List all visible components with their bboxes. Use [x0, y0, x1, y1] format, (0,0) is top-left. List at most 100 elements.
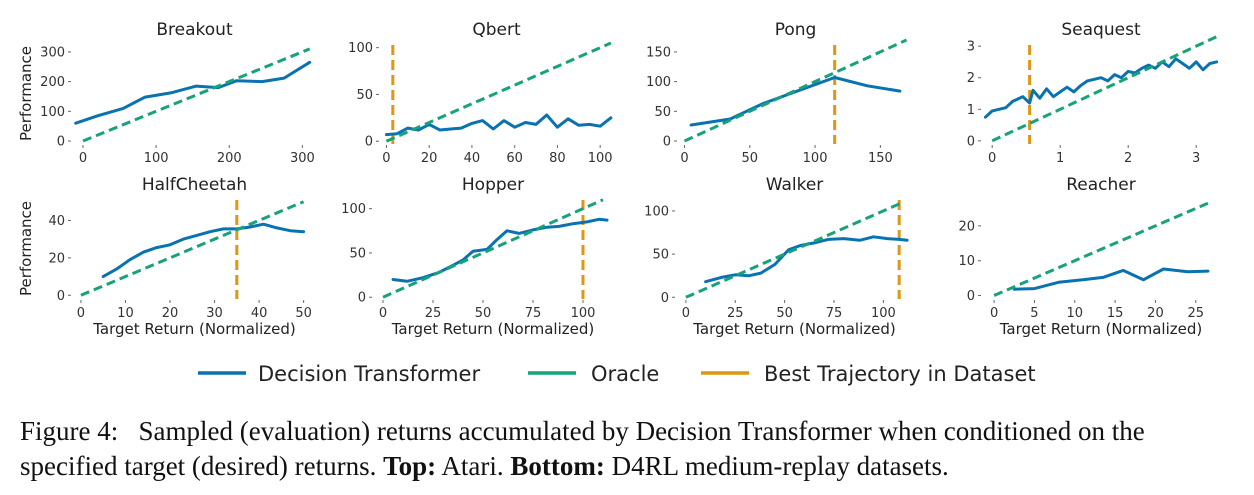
chart-title-breakout: Breakout — [156, 20, 233, 40]
x-tick-label: 10 — [117, 306, 134, 321]
x-tick-label: 20 — [162, 306, 179, 321]
y-tick-label: 0 — [57, 289, 65, 304]
x-tick-label: 50 — [742, 151, 759, 166]
x-tick-label: 0 — [682, 306, 690, 321]
x-tick-label: 3 — [1192, 151, 1200, 166]
oracle-line — [382, 198, 604, 299]
decision-transformer-line — [384, 113, 613, 137]
x-tick-label: 25 — [425, 306, 442, 321]
chart-title-qbert: Qbert — [472, 20, 521, 40]
x-tick-label: 50 — [295, 306, 312, 321]
caption-prefix: Figure 4: — [20, 416, 119, 446]
x-axis-label: Target Return (Normalized) — [391, 320, 595, 338]
y-tick-label: 100 — [40, 105, 65, 120]
y-tick-label: 0 — [661, 291, 669, 306]
x-tick-label: 100 — [803, 151, 828, 166]
decision-transformer-line — [1012, 267, 1210, 291]
chart-title-reacher: Reacher — [1066, 175, 1136, 195]
legend-label-oracle: Oracle — [591, 362, 659, 386]
x-tick-label: 150 — [868, 151, 893, 166]
chart-seaquest: Seaquest 0 1 2 3 0 1 2 3 — [967, 20, 1219, 166]
y-tick-label: 50 — [349, 246, 366, 261]
chart-pong: Pong 0 50 100 150 0 50 100 150 — [646, 20, 908, 166]
y-tick-label: 300 — [40, 45, 65, 60]
chart-title-hopper: Hopper — [462, 175, 524, 195]
y-tick-label: 40 — [48, 214, 65, 229]
x-tick-label: 50 — [475, 306, 492, 321]
x-tick-label: 15 — [1107, 306, 1124, 321]
caption-bottom-label: Bottom: — [510, 451, 605, 481]
x-tick-label: 1 — [1056, 151, 1064, 166]
y-tick-label: 0 — [365, 135, 373, 150]
legend-label-best: Best Trajectory in Dataset — [764, 362, 1036, 386]
oracle-line — [385, 41, 612, 143]
chart-breakout: Breakout 0 100 200 300 0 100 200 300 Performance — [17, 20, 315, 166]
chart-halfcheetah: HalfCheetah 0 10 20 30 40 50 0 20 40 Performance Ta… — [17, 175, 312, 338]
x-tick-label: 100 — [144, 151, 169, 166]
decision-transformer-line — [391, 217, 609, 283]
x-axis-label: Target Return (Normalized) — [92, 320, 296, 338]
oracle-line — [991, 35, 1218, 143]
y-tick-label: 0 — [57, 135, 65, 150]
x-tick-label: 40 — [251, 306, 268, 321]
y-tick-label: 100 — [348, 41, 373, 56]
y-tick-label: 150 — [646, 45, 671, 60]
x-tick-label: 0 — [77, 306, 85, 321]
decision-transformer-line — [101, 222, 306, 279]
y-axis-label: Performance — [17, 46, 35, 141]
y-tick-label: 50 — [356, 88, 373, 103]
decision-transformer-line — [74, 60, 312, 125]
x-tick-label: 30 — [206, 306, 223, 321]
decision-transformer-line — [983, 57, 1219, 119]
chart-title-pong: Pong — [775, 20, 817, 40]
oracle-line — [683, 38, 908, 143]
x-tick-label: 75 — [826, 306, 843, 321]
caption-top-text: Atari. — [441, 451, 504, 481]
y-tick-label: 3 — [967, 40, 975, 55]
figure-caption: Figure 4: Sampled (evaluation) returns a… — [20, 414, 1240, 484]
x-tick-label: 60 — [506, 151, 523, 166]
oracle-line — [82, 47, 311, 143]
chart-qbert: Qbert 0 20 40 60 80 100 0 50 100 — [348, 20, 612, 166]
decision-transformer-line — [689, 76, 902, 127]
y-tick-label: 50 — [654, 105, 671, 120]
oracle-line — [80, 200, 305, 297]
chart-title-halfcheetah: HalfCheetah — [142, 175, 247, 195]
y-tick-label: 50 — [652, 248, 669, 263]
x-tick-label: 25 — [1188, 306, 1205, 321]
y-axis-label: Performance — [17, 201, 35, 296]
x-tick-label: 0 — [988, 151, 996, 166]
x-tick-label: 0 — [379, 306, 387, 321]
oracle-line — [993, 201, 1209, 297]
x-tick-label: 75 — [525, 306, 542, 321]
x-tick-label: 50 — [776, 306, 793, 321]
y-tick-label: 10 — [958, 254, 975, 269]
y-tick-label: 1 — [967, 103, 975, 118]
x-tick-label: 0 — [382, 151, 390, 166]
chart-title-seaquest: Seaquest — [1061, 20, 1141, 40]
y-tick-label: 0 — [358, 291, 366, 306]
chart-title-walker: Walker — [766, 175, 824, 195]
y-tick-label: 100 — [341, 202, 366, 217]
x-tick-label: 40 — [464, 151, 481, 166]
x-tick-label: 10 — [1067, 306, 1084, 321]
x-tick-label: 80 — [549, 151, 566, 166]
x-tick-label: 20 — [1147, 306, 1164, 321]
legend-label-dt: Decision Transformer — [258, 362, 480, 386]
y-tick-label: 100 — [646, 75, 671, 90]
y-tick-label: 0 — [967, 289, 975, 304]
x-tick-label: 0 — [990, 306, 998, 321]
oracle-line — [685, 200, 904, 299]
caption-text: Sampled (evaluation) returns accumulated… — [20, 416, 1145, 481]
x-tick-label: 100 — [588, 151, 613, 166]
x-tick-label: 5 — [1030, 306, 1038, 321]
caption-bottom-text: D4RL medium-replay datasets. — [611, 451, 949, 481]
y-tick-label: 0 — [663, 135, 671, 150]
x-tick-label: 25 — [727, 306, 744, 321]
y-tick-label: 20 — [958, 219, 975, 234]
